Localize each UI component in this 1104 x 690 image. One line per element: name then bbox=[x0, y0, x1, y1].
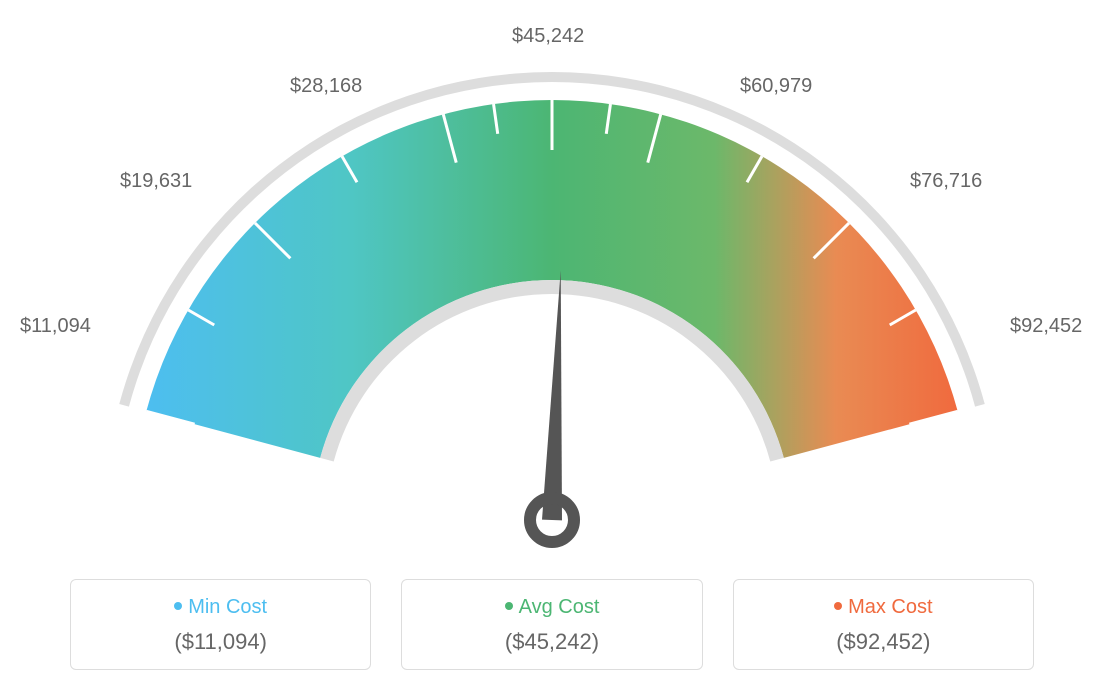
gauge-area: $11,094 $19,631 $28,168 $45,242 $60,979 $76,7… bbox=[0, 0, 1104, 560]
legend-value-min: ($11,094) bbox=[81, 629, 360, 655]
tick-label: $28,168 bbox=[290, 75, 362, 98]
gauge-svg bbox=[0, 0, 1104, 560]
legend-title-min-text: Min Cost bbox=[188, 596, 267, 618]
dot-icon-max bbox=[834, 602, 842, 610]
legend-value-avg: ($45,242) bbox=[412, 629, 691, 655]
dot-icon-min bbox=[174, 602, 182, 610]
legend-card-max: Max Cost ($92,452) bbox=[733, 579, 1034, 670]
tick-label: $76,716 bbox=[910, 170, 982, 193]
legend-title-avg-text: Avg Cost bbox=[519, 596, 600, 618]
dot-icon-avg bbox=[505, 602, 513, 610]
legend-card-avg: Avg Cost ($45,242) bbox=[401, 579, 702, 670]
legend-card-min: Min Cost ($11,094) bbox=[70, 579, 371, 670]
legend-title-avg: Avg Cost bbox=[412, 596, 691, 619]
tick-label: $92,452 bbox=[1010, 315, 1082, 338]
legend-title-min: Min Cost bbox=[81, 596, 360, 619]
tick-label: $45,242 bbox=[512, 25, 584, 48]
legend-value-max: ($92,452) bbox=[744, 629, 1023, 655]
legend-title-max-text: Max Cost bbox=[848, 596, 932, 618]
legend-title-max: Max Cost bbox=[744, 596, 1023, 619]
tick-label: $19,631 bbox=[120, 170, 192, 193]
legend-row: Min Cost ($11,094) Avg Cost ($45,242) Ma… bbox=[70, 579, 1034, 670]
tick-label: $11,094 bbox=[20, 315, 91, 338]
tick-label: $60,979 bbox=[740, 75, 812, 98]
gauge-chart-container: $11,094 $19,631 $28,168 $45,242 $60,979 $76,7… bbox=[0, 0, 1104, 690]
